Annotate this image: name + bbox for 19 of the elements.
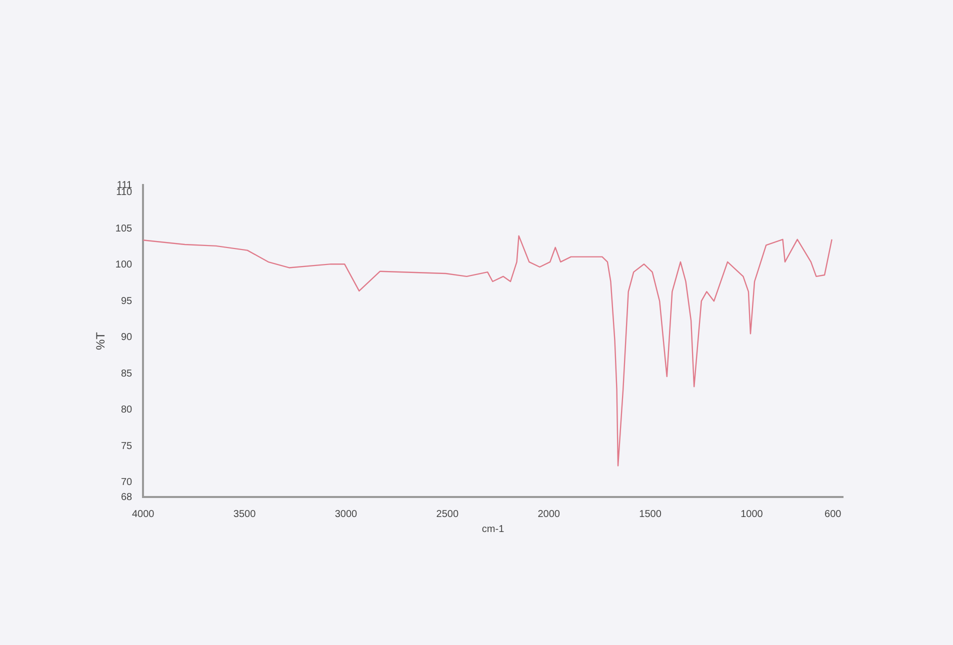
y-axis-title: %T [94,331,108,350]
x-tick-label: 2500 [436,508,459,520]
x-tick-label: 600 [824,508,842,520]
y-tick-label: 95 [120,296,133,307]
y-tick-label: 68 [120,492,133,503]
y-tick-label: 75 [120,440,133,452]
x-tick-label: 1500 [639,508,662,520]
x-axis-title: cm-1 [482,524,505,535]
y-tick-label: 100 [115,260,133,271]
x-tick-label: 3500 [233,508,256,520]
x-tick-label: 3000 [334,508,358,520]
y-tick-label: 85 [120,368,133,380]
x-tick-label: 2000 [538,508,560,520]
y-tick-label: 90 [120,332,133,344]
x-tick-label: 1000 [740,508,764,520]
y-tick-label: 70 [120,477,133,488]
y-tick-label: 80 [120,404,133,416]
y-tick-label: 105 [115,223,133,234]
x-tick-label: 4000 [132,508,155,520]
